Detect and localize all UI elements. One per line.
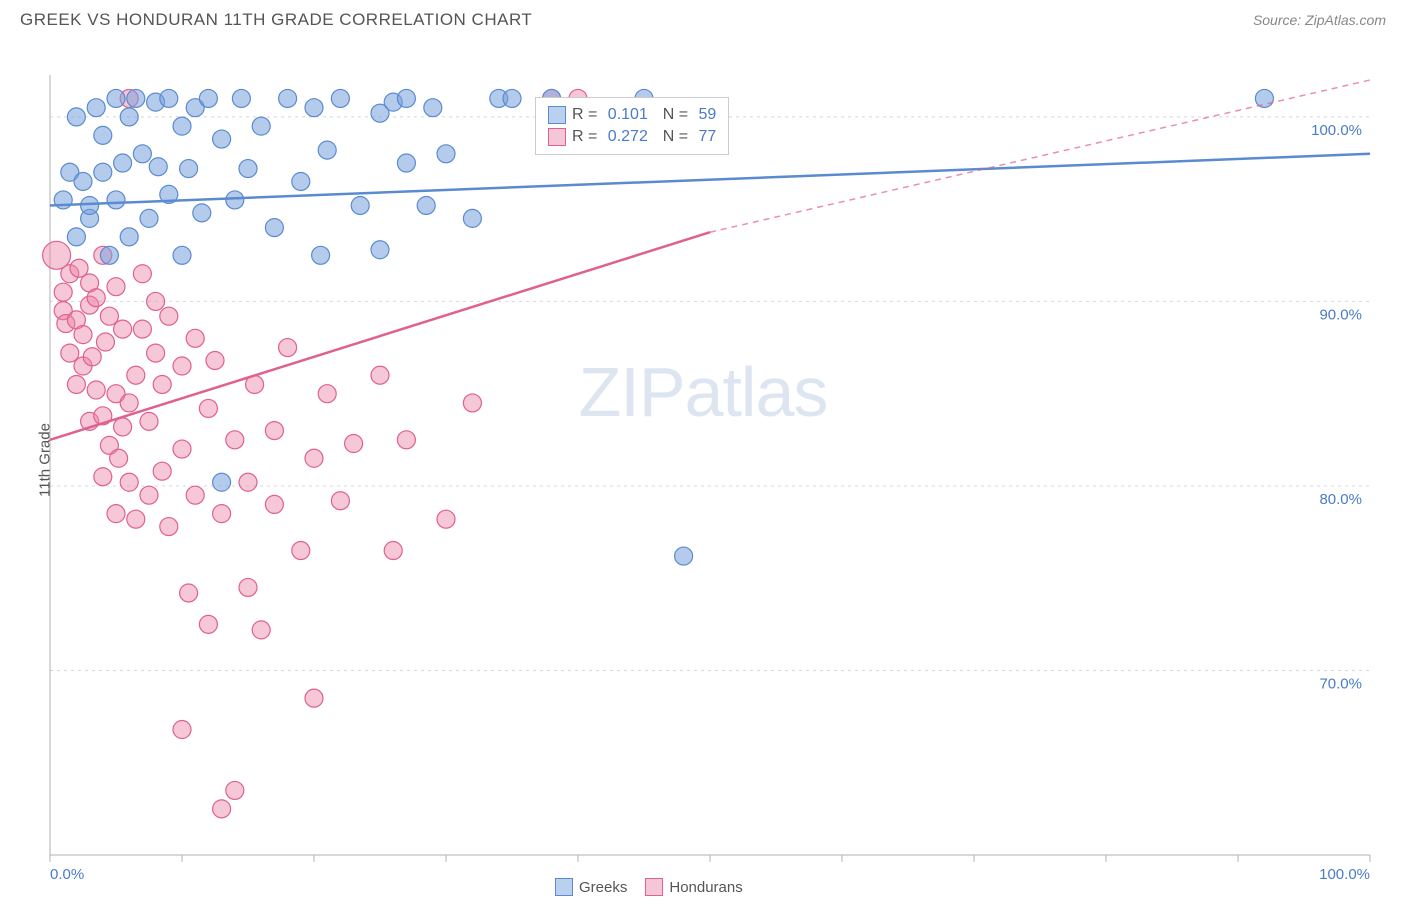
legend-item-hondurans: Hondurans xyxy=(645,878,742,896)
legend-n-value: 77 xyxy=(699,128,717,146)
source-label: Source: ZipAtlas.com xyxy=(1253,12,1386,28)
chart-container: 11th Grade ZIPatlas 70.0%80.0%90.0%100.0… xyxy=(0,35,1406,885)
legend-series-label: Hondurans xyxy=(669,879,742,896)
legend-swatch-icon xyxy=(548,128,566,146)
legend-swatch-icon xyxy=(645,878,663,896)
legend-r-value: 0.101 xyxy=(608,106,648,124)
legend-swatch-icon xyxy=(548,106,566,124)
svg-text:100.0%: 100.0% xyxy=(1319,866,1370,883)
chart-title: GREEK VS HONDURAN 11TH GRADE CORRELATION… xyxy=(20,10,532,30)
legend-n-label: N = xyxy=(654,106,693,124)
legend-r-label: R = xyxy=(572,128,602,146)
legend-row-hondurans: R = 0.272 N = 77 xyxy=(548,126,716,148)
chart-header: GREEK VS HONDURAN 11TH GRADE CORRELATION… xyxy=(0,0,1406,35)
legend-n-label: N = xyxy=(654,128,693,146)
legend-swatch-icon xyxy=(555,878,573,896)
legend-r-value: 0.272 xyxy=(608,128,648,146)
legend-n-value: 59 xyxy=(699,106,717,124)
svg-text:100.0%: 100.0% xyxy=(1311,122,1362,139)
svg-text:80.0%: 80.0% xyxy=(1319,491,1362,508)
legend-series: Greeks Hondurans xyxy=(555,878,743,896)
legend-series-label: Greeks xyxy=(579,879,627,896)
svg-text:90.0%: 90.0% xyxy=(1319,306,1362,323)
legend-item-greeks: Greeks xyxy=(555,878,627,896)
legend-row-greeks: R = 0.101 N = 59 xyxy=(548,104,716,126)
svg-text:0.0%: 0.0% xyxy=(50,866,84,883)
y-axis-label: 11th Grade xyxy=(36,423,53,497)
legend-correlation: R = 0.101 N = 59R = 0.272 N = 77 xyxy=(535,97,729,155)
legend-r-label: R = xyxy=(572,106,602,124)
scatter-chart: 70.0% 80.0% 90.0% 100.0% 0.0% 100.0% xyxy=(0,35,1406,905)
svg-text:70.0%: 70.0% xyxy=(1319,675,1362,692)
